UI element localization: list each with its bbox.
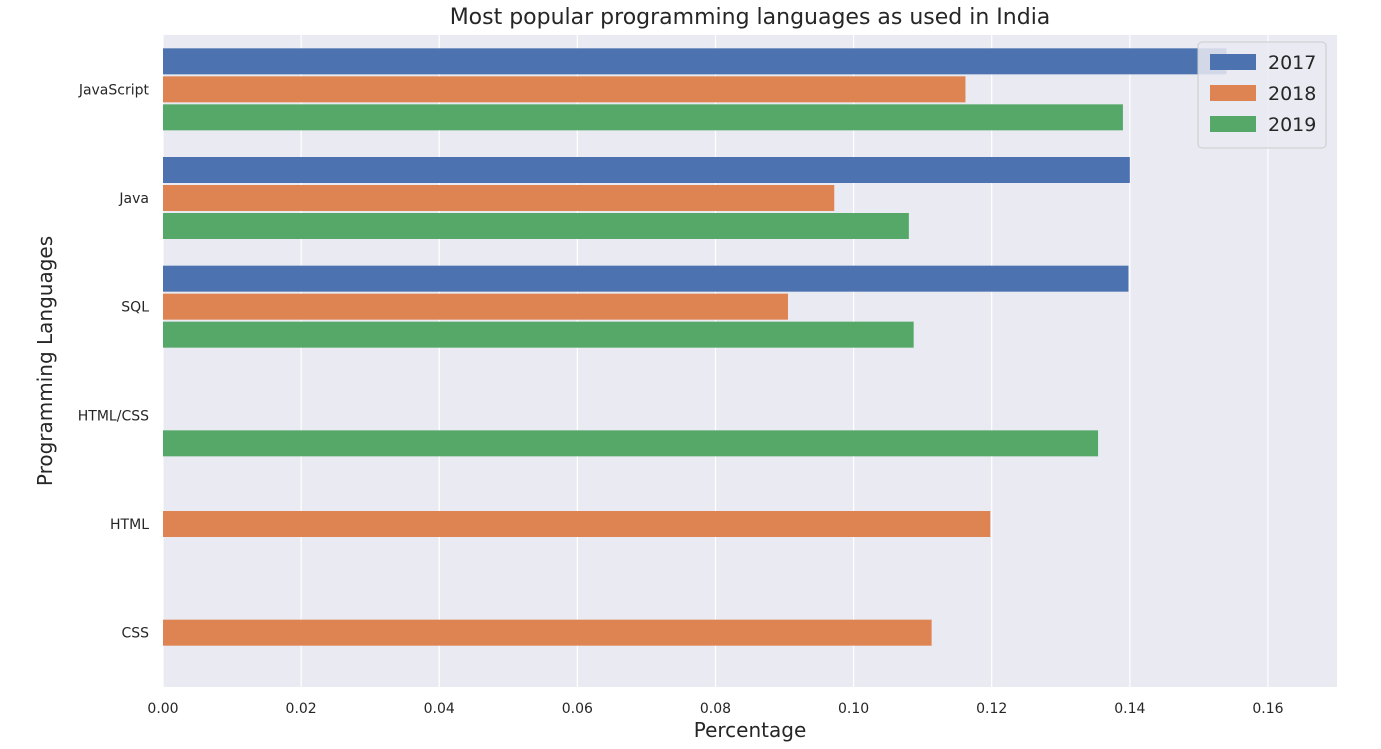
bar-2019-sql [163, 321, 914, 348]
legend-label-2018: 2018 [1268, 83, 1316, 105]
bar-2019-javascript [163, 104, 1123, 131]
bar-2019-java [163, 213, 909, 239]
legend-swatch-2018 [1210, 85, 1256, 101]
y-tick-labels: JavaScript Java SQL HTML/CSS HTML CSS [78, 82, 150, 641]
chart-title: Most popular programming languages as us… [450, 5, 1051, 30]
x-tick-label: 0.12 [976, 701, 1007, 717]
bar-2017-javascript [163, 48, 1227, 75]
legend-swatch-2017 [1210, 54, 1256, 70]
legend-label-2019: 2019 [1268, 114, 1316, 136]
y-tick-label: HTML [110, 517, 149, 533]
legend-label-2017: 2017 [1268, 52, 1316, 74]
x-tick-labels: 0.00 0.02 0.04 0.06 0.08 0.10 0.12 0.14 0.16 [147, 701, 1283, 717]
bar-2017-sql [163, 265, 1129, 292]
x-axis-label: Percentage [694, 718, 807, 742]
bar-2018-java [163, 185, 835, 211]
plot-background [163, 35, 1337, 687]
bar-2018-sql [163, 293, 788, 320]
y-tick-label: HTML/CSS [78, 408, 149, 424]
legend-swatch-2019 [1210, 116, 1256, 132]
y-tick-label: SQL [121, 300, 149, 316]
bars [163, 48, 1227, 646]
bar-2018-css [163, 619, 932, 646]
bar-2019-html-css [163, 430, 1099, 457]
grid-lines [162, 35, 1269, 687]
x-tick-label: 0.02 [286, 701, 317, 717]
x-tick-label: 0.06 [562, 701, 593, 717]
bar-2018-html [163, 511, 991, 537]
x-tick-label: 0.08 [700, 701, 731, 717]
bar-2018-javascript [163, 76, 966, 103]
y-axis-label: Programming Languages [33, 236, 57, 486]
legend: 2017 2018 2019 [1197, 41, 1327, 149]
y-tick-label: JavaScript [78, 82, 150, 98]
y-tick-label: Java [118, 191, 149, 207]
x-tick-label: 0.04 [424, 701, 455, 717]
bar-2017-java [163, 157, 1130, 183]
y-tick-label: CSS [121, 626, 149, 642]
x-tick-label: 0.14 [1114, 701, 1145, 717]
x-tick-label: 0.00 [147, 701, 178, 717]
x-tick-label: 0.16 [1252, 701, 1283, 717]
x-tick-label: 0.10 [838, 701, 869, 717]
